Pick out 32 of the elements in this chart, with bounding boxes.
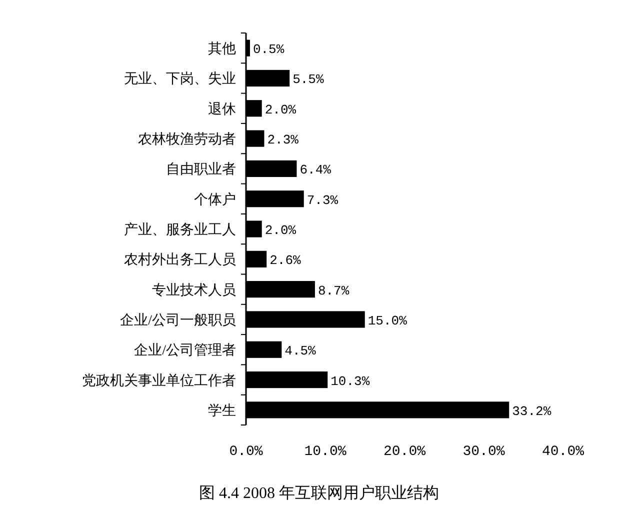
y-tick-label: 农村外出务工人员 xyxy=(124,252,236,268)
text: 图 4.4 2008 年互联网用户职业结构 xyxy=(199,484,439,502)
data-label: 5.5% xyxy=(292,72,324,88)
y-tick-label: 无业、下岗、失业 xyxy=(124,71,236,88)
data-label: 33.2% xyxy=(512,404,552,419)
y-tick-label: 农林牧渔劳动者 xyxy=(138,132,236,148)
y-tick-label: 专业技术人员 xyxy=(152,282,236,298)
data-label: 10.3% xyxy=(330,374,370,389)
data-label: 8.7% xyxy=(318,283,350,298)
y-tick-label: 自由职业者 xyxy=(166,162,236,178)
data-label: 4.5% xyxy=(284,344,316,359)
y-tick-label: 退休 xyxy=(208,101,236,118)
data-label: 15.0% xyxy=(368,313,408,328)
data-label: 2.6% xyxy=(270,253,302,268)
y-tick-label: 个体户 xyxy=(194,192,236,208)
x-tick-label: 30.0% xyxy=(462,444,506,460)
y-tick-label: 企业/公司一般职员 xyxy=(120,312,236,328)
data-label: 2.0% xyxy=(264,223,296,238)
x-tick-label: 10.0% xyxy=(304,444,347,460)
data-label: 0.5% xyxy=(252,42,284,58)
y-tick-label: 其他 xyxy=(208,41,236,58)
y-tick-label: 企业/公司管理者 xyxy=(134,342,236,359)
y-tick-label: 学生 xyxy=(208,402,236,419)
data-label: 6.4% xyxy=(300,162,332,178)
y-tick-label: 党政机关事业单位工作者 xyxy=(82,372,236,389)
x-tick-label: 0.0% xyxy=(229,444,264,460)
data-label: 2.3% xyxy=(267,132,299,148)
y-tick-label: 产业、服务业工人 xyxy=(124,222,236,238)
data-label: 7.3% xyxy=(306,192,338,208)
data-label: 2.0% xyxy=(264,102,296,118)
x-tick-label: 20.0% xyxy=(383,444,426,460)
x-tick-label: 40.0% xyxy=(542,444,585,460)
